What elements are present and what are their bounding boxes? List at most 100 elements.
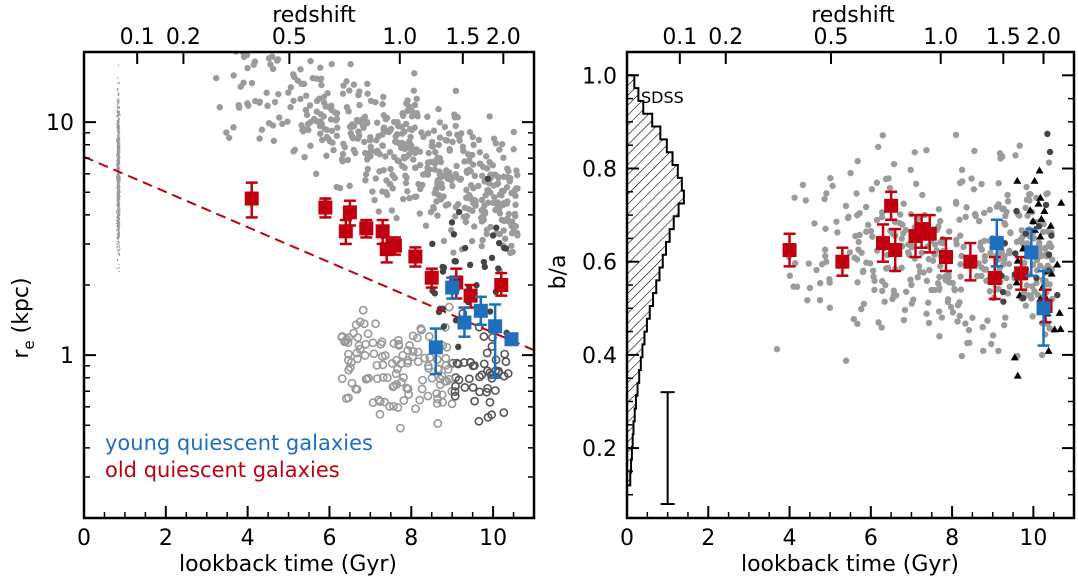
sdss-galaxy-point	[117, 132, 120, 134]
compact-galaxy-point	[470, 396, 480, 406]
high-z-galaxy-point	[1042, 201, 1050, 209]
background-galaxy-point	[276, 114, 283, 121]
right-scatter-layer	[773, 130, 1066, 379]
sdss-galaxy-point	[117, 82, 120, 85]
compact-galaxy-point	[454, 375, 464, 385]
background-galaxy-point	[799, 181, 807, 189]
compact-galaxy-point	[337, 374, 347, 384]
background-galaxy-point	[440, 237, 448, 245]
right-x-axis-label: lookback time (Gyr)	[741, 552, 959, 577]
background-galaxy-point	[452, 122, 459, 130]
right-redshift-tick-label: 0.1	[662, 25, 697, 50]
background-galaxy-point	[431, 166, 438, 173]
background-galaxy-point	[900, 200, 907, 207]
background-galaxy-point	[468, 237, 476, 245]
background-galaxy-point	[411, 101, 419, 109]
background-galaxy-point	[875, 319, 882, 326]
background-galaxy-point	[361, 113, 369, 121]
sdss-galaxy-point	[118, 253, 121, 255]
compact-galaxy-point	[427, 373, 437, 383]
sdss-galaxy-point	[118, 159, 120, 161]
sdss-galaxy-point	[117, 135, 119, 138]
background-galaxy-point	[935, 286, 943, 294]
compact-galaxy-point	[359, 319, 369, 329]
left-old-marker	[387, 238, 402, 253]
background-galaxy-point	[492, 140, 500, 147]
right-old-marker	[884, 198, 899, 213]
right-young-marker	[989, 236, 1004, 251]
background-galaxy-point	[879, 132, 887, 139]
compact-galaxy-point	[447, 399, 457, 409]
background-galaxy-point	[298, 122, 305, 129]
background-galaxy-point	[411, 124, 418, 131]
background-galaxy-point	[317, 75, 325, 82]
background-galaxy-point	[287, 84, 295, 91]
background-galaxy-point	[977, 243, 984, 251]
background-galaxy-point	[363, 119, 371, 127]
background-galaxy-point	[290, 97, 297, 104]
background-galaxy-point	[957, 286, 965, 293]
background-galaxy-point	[401, 155, 408, 162]
compact-galaxy-point	[450, 391, 460, 401]
high-z-triangle-point	[1047, 269, 1056, 277]
background-galaxy-point	[856, 209, 863, 217]
compact-galaxy-point	[413, 357, 423, 367]
sdss-galaxy-point	[117, 199, 119, 202]
background-galaxy-point	[510, 146, 517, 153]
compact-galaxy-point	[423, 391, 433, 401]
background-galaxy-point	[497, 200, 504, 208]
background-galaxy-point	[382, 188, 390, 196]
sdss-galaxy-point	[118, 235, 120, 237]
background-galaxy-point	[878, 209, 886, 216]
sdss-galaxy-point	[117, 102, 119, 104]
background-galaxy-point	[491, 171, 498, 178]
background-galaxy-point	[318, 81, 325, 89]
background-galaxy-point	[270, 137, 278, 145]
background-galaxy-point	[963, 204, 970, 211]
background-galaxy-point	[256, 135, 263, 142]
right-old-marker	[922, 226, 937, 241]
background-galaxy-point	[929, 257, 937, 264]
sdss-galaxy-point	[116, 103, 119, 106]
sdss-galaxy-point	[116, 237, 118, 239]
high-z-galaxy-point	[439, 268, 447, 275]
right-old-marker	[987, 271, 1002, 286]
background-galaxy-point	[412, 164, 419, 171]
background-galaxy-point	[424, 113, 431, 120]
compact-galaxy-point	[442, 376, 452, 386]
background-galaxy-point	[480, 216, 487, 224]
high-z-triangle-point	[1012, 278, 1021, 286]
background-galaxy-point	[446, 169, 453, 176]
background-galaxy-point	[416, 210, 424, 217]
background-galaxy-point	[432, 148, 439, 156]
background-galaxy-point	[449, 182, 456, 190]
background-galaxy-point	[333, 132, 341, 140]
sdss-galaxy-point	[116, 141, 119, 143]
right-old-marker	[876, 236, 891, 251]
background-galaxy-point	[485, 199, 492, 206]
background-galaxy-point	[475, 182, 482, 190]
background-galaxy-point	[401, 164, 408, 171]
background-galaxy-point	[805, 260, 812, 267]
background-galaxy-point	[466, 157, 473, 164]
sdss-galaxy-point	[116, 247, 118, 249]
sdss-galaxy-point	[118, 203, 120, 205]
left-y-axis-label: re (kpc)	[9, 277, 38, 358]
high-z-galaxy-point	[481, 263, 488, 271]
background-galaxy-point	[299, 126, 306, 134]
left-old-marker	[494, 278, 509, 292]
sdss-galaxy-point	[118, 266, 120, 269]
sdss-galaxy-point	[118, 131, 121, 133]
sdss-galaxy-point	[116, 258, 119, 261]
sdss-galaxy-point	[117, 125, 120, 127]
compact-galaxy-point	[396, 377, 406, 387]
high-z-triangle-point	[1035, 166, 1044, 174]
compact-galaxy-point	[375, 397, 385, 406]
sdss-galaxy-point	[117, 192, 119, 194]
background-galaxy-point	[821, 246, 829, 253]
background-galaxy-point	[971, 147, 978, 155]
background-galaxy-point	[890, 287, 898, 294]
sdss-galaxy-point	[118, 188, 121, 190]
sdss-galaxy-point	[116, 144, 119, 147]
background-galaxy-point	[1005, 260, 1013, 268]
